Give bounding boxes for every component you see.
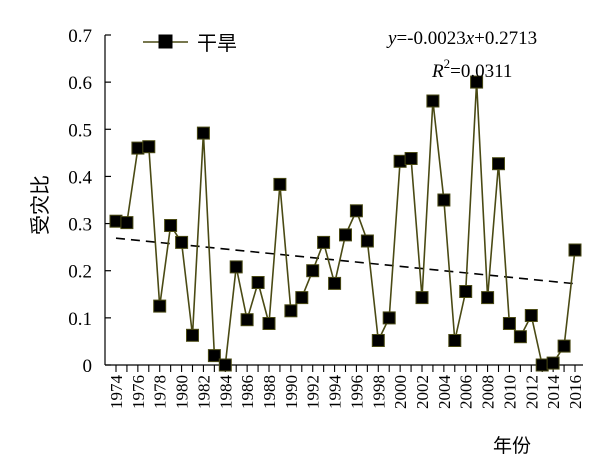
x-tick-label: 1990 bbox=[282, 375, 301, 409]
data-point bbox=[175, 235, 189, 249]
series-markers bbox=[109, 75, 582, 372]
equation-y-label: y bbox=[386, 28, 397, 49]
data-point bbox=[295, 291, 309, 305]
data-point bbox=[349, 204, 363, 218]
data-point bbox=[382, 311, 396, 325]
data-point bbox=[535, 358, 549, 372]
data-point bbox=[153, 299, 167, 313]
x-tick-label: 1984 bbox=[216, 375, 235, 410]
x-tick-label: 1982 bbox=[194, 375, 213, 409]
x-tick-label: 1996 bbox=[347, 375, 366, 409]
x-tick-label: 2016 bbox=[566, 375, 585, 409]
y-tick-label: 0.6 bbox=[68, 73, 92, 94]
x-axis-title: 年份 bbox=[493, 435, 531, 457]
data-point bbox=[196, 126, 210, 140]
x-tick-label: 2000 bbox=[391, 375, 410, 409]
r-squared: R2=0.0311 bbox=[431, 56, 512, 82]
data-point bbox=[546, 356, 560, 370]
data-point bbox=[568, 243, 582, 257]
data-point bbox=[207, 349, 221, 363]
legend-label: 干旱 bbox=[197, 31, 237, 55]
data-point bbox=[371, 334, 385, 347]
y-tick-label: 0 bbox=[83, 356, 93, 377]
legend-marker bbox=[158, 34, 173, 49]
x-tick-label: 1976 bbox=[129, 375, 148, 409]
equation-main: =-0.0023 bbox=[396, 28, 465, 49]
data-point bbox=[404, 152, 418, 165]
data-point bbox=[481, 291, 495, 305]
x-tick-label: 2008 bbox=[479, 375, 498, 409]
data-point bbox=[218, 358, 232, 372]
data-point bbox=[306, 264, 320, 278]
data-point bbox=[492, 157, 505, 171]
data-point bbox=[524, 309, 538, 322]
x-tick-label: 1974 bbox=[107, 375, 126, 410]
data-point bbox=[251, 276, 265, 289]
data-point bbox=[273, 177, 287, 191]
data-point bbox=[437, 193, 451, 207]
x-tick-label: 1978 bbox=[151, 375, 170, 409]
x-tick-label: 1998 bbox=[369, 375, 388, 409]
data-point bbox=[448, 334, 462, 347]
data-point bbox=[360, 234, 374, 248]
y-tick-label: 0.7 bbox=[68, 26, 92, 47]
x-tick-label: 2010 bbox=[500, 375, 519, 409]
y-tick-label: 0.1 bbox=[68, 309, 92, 330]
data-point bbox=[240, 313, 254, 327]
r2-superscript: 2 bbox=[444, 56, 451, 71]
data-point bbox=[502, 317, 516, 330]
legend: 干旱 bbox=[143, 31, 237, 55]
y-tick-label: 0.3 bbox=[68, 215, 92, 236]
x-tick-label: 1994 bbox=[326, 375, 345, 410]
data-point bbox=[186, 328, 199, 342]
data-point bbox=[284, 304, 298, 318]
x-tick-label: 1992 bbox=[304, 375, 323, 409]
equation-tail: +0.2713 bbox=[474, 28, 537, 49]
data-point bbox=[317, 235, 331, 249]
equation-x-label: x bbox=[465, 28, 475, 49]
data-point bbox=[262, 317, 276, 330]
data-point bbox=[142, 140, 156, 154]
data-point bbox=[393, 154, 407, 168]
x-tick-label: 1980 bbox=[173, 375, 192, 409]
y-tick-label: 0.5 bbox=[68, 120, 92, 141]
r2-value: =0.0311 bbox=[450, 61, 512, 82]
y-tick-label: 0.2 bbox=[68, 262, 92, 283]
data-point bbox=[426, 94, 440, 108]
data-point bbox=[513, 330, 527, 344]
data-point bbox=[120, 216, 134, 230]
x-tick-label: 2014 bbox=[544, 375, 563, 410]
x-tick-label: 1986 bbox=[238, 375, 257, 409]
data-point bbox=[415, 291, 429, 305]
trend-line bbox=[115, 237, 576, 285]
y-axis-title: 受灾比 bbox=[28, 175, 52, 235]
r2-label: R bbox=[431, 61, 444, 82]
data-point bbox=[164, 219, 178, 232]
data-point bbox=[131, 141, 145, 155]
x-tick-label: 1988 bbox=[260, 375, 279, 409]
data-point bbox=[557, 339, 571, 353]
x-tick-label: 2012 bbox=[522, 375, 541, 409]
data-point bbox=[339, 228, 352, 242]
data-point bbox=[109, 214, 123, 228]
x-tick-label: 2004 bbox=[435, 375, 454, 410]
data-point bbox=[229, 260, 243, 274]
x-tick-label: 2006 bbox=[457, 375, 476, 409]
regression-equation: y=-0.0023x+0.2713 bbox=[386, 28, 537, 49]
data-point bbox=[470, 75, 484, 89]
x-tick-label: 2002 bbox=[413, 375, 432, 409]
y-tick-label: 0.4 bbox=[68, 167, 92, 188]
data-point bbox=[328, 276, 342, 290]
data-point bbox=[459, 285, 473, 298]
